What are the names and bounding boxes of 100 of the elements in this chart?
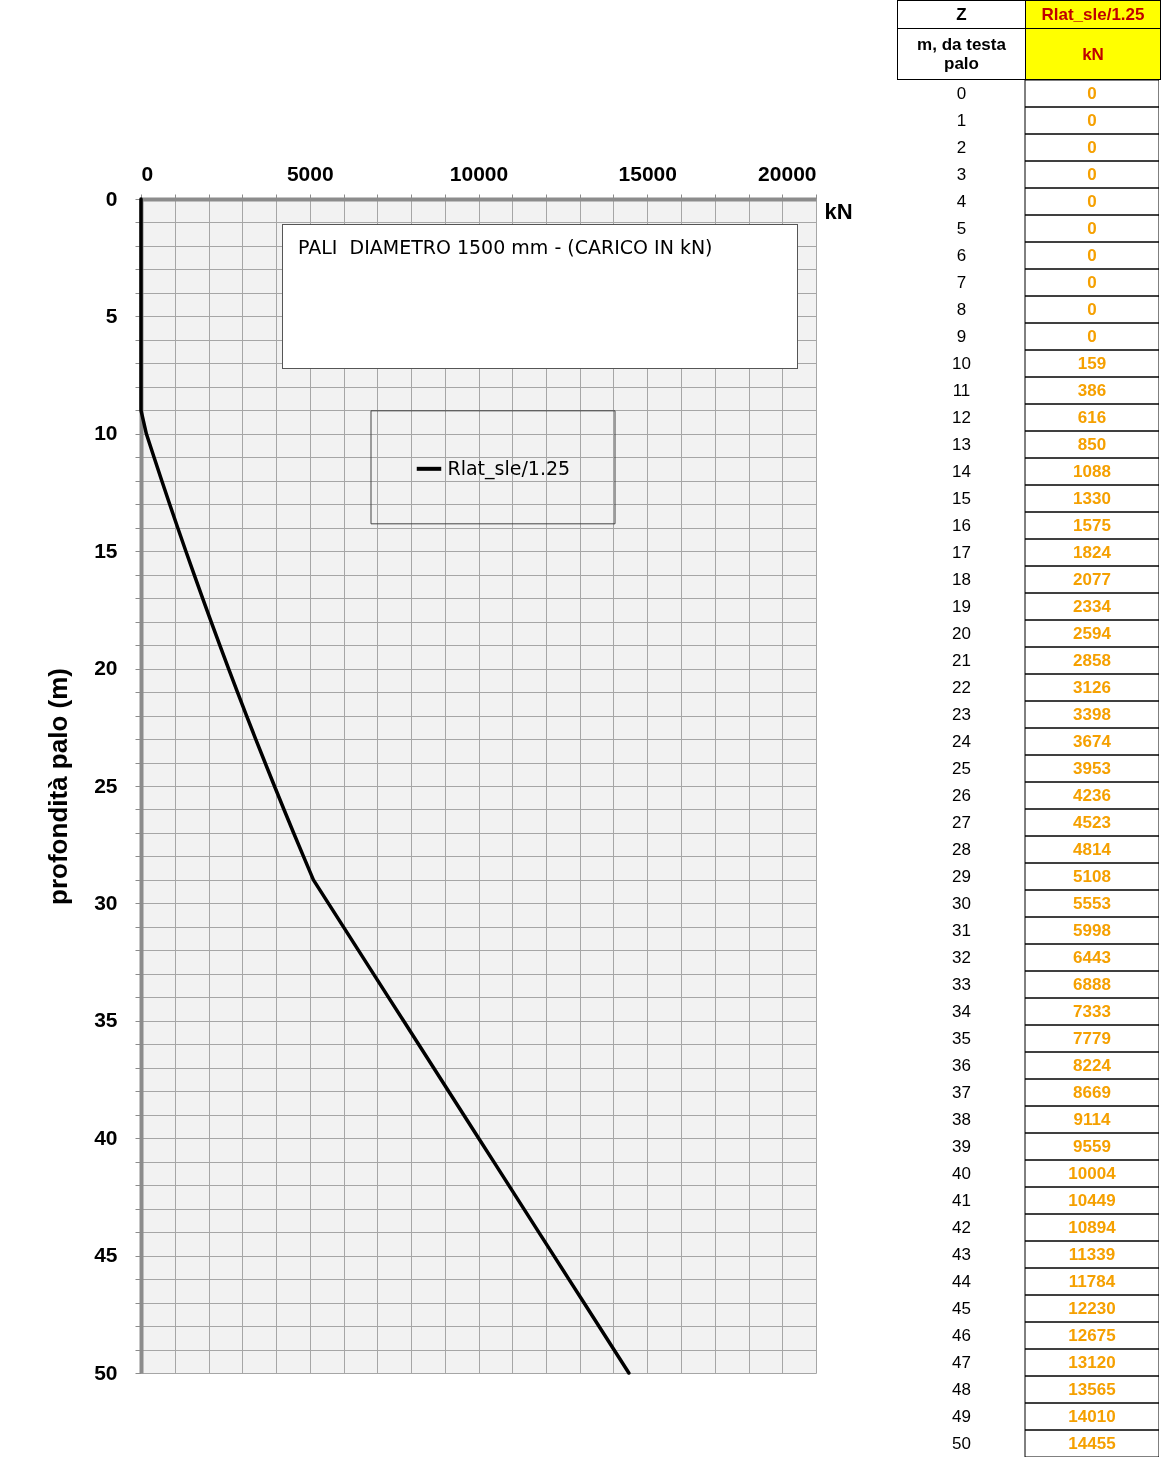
x-tick-label: 5000 bbox=[286, 161, 334, 185]
y-tick-label: 5 bbox=[956, 218, 967, 238]
y-tick-label: 11 bbox=[952, 380, 971, 400]
data-label: 4236 bbox=[1073, 785, 1111, 805]
y-tick-label: 10 bbox=[94, 421, 118, 445]
x-axis-title: kN bbox=[1082, 44, 1104, 64]
y-tick-label: 32 bbox=[952, 947, 971, 967]
data-label: 13565 bbox=[1068, 1379, 1116, 1399]
y-tick-label: 31 bbox=[952, 920, 971, 940]
y-tick-label: 13 bbox=[952, 434, 971, 454]
y-tick-label: 26 bbox=[952, 785, 971, 805]
data-label: 4814 bbox=[1073, 839, 1112, 859]
y-tick-label: 35 bbox=[952, 1028, 971, 1048]
x-tick-label: 0 bbox=[141, 161, 154, 185]
data-label: 0 bbox=[1087, 299, 1097, 319]
y-tick-label: 45 bbox=[952, 1298, 971, 1318]
data-label: 616 bbox=[1077, 407, 1107, 427]
data-label: 2594 bbox=[1073, 623, 1112, 643]
y-tick-label: 44 bbox=[952, 1271, 971, 1291]
y-tick-label: 45 bbox=[94, 1243, 118, 1267]
data-label: 6443 bbox=[1073, 947, 1111, 967]
y-tick-label: 29 bbox=[952, 866, 971, 886]
data-label: 0 bbox=[1087, 245, 1097, 265]
data-label: 1575 bbox=[1073, 515, 1111, 535]
data-label: 3953 bbox=[1073, 758, 1111, 778]
data-label: 8669 bbox=[1073, 1082, 1111, 1102]
y-tick-label: 12 bbox=[952, 407, 971, 427]
y-tick-label: 24 bbox=[952, 731, 971, 751]
y-tick-label: 38 bbox=[952, 1109, 971, 1129]
data-label: 5108 bbox=[1073, 866, 1111, 886]
data-label: 1824 bbox=[1073, 542, 1112, 562]
y-tick-label: 33 bbox=[952, 974, 971, 994]
y-tick-label: 28 bbox=[952, 839, 971, 859]
x-tick-label: 15000 bbox=[618, 161, 677, 185]
y-tick-label: 0 bbox=[105, 186, 118, 210]
y-tick-label: 37 bbox=[952, 1082, 971, 1102]
y-tick-label: 40 bbox=[952, 1163, 971, 1183]
y-tick-label: 47 bbox=[952, 1352, 971, 1372]
y-tick-label: 1 bbox=[956, 110, 967, 130]
x-axis-title: kN bbox=[824, 198, 853, 224]
y-tick-label: 14 bbox=[952, 461, 971, 481]
data-label: 2077 bbox=[1073, 569, 1111, 589]
data-label: 14455 bbox=[1068, 1433, 1116, 1453]
data-label: 2858 bbox=[1073, 650, 1111, 670]
y-tick-label: 22 bbox=[952, 677, 971, 697]
data-label: 1330 bbox=[1073, 488, 1111, 508]
y-axis-title: profondità palo (m) bbox=[43, 668, 74, 905]
y-tick-label: 2 bbox=[956, 137, 967, 157]
y-tick-label: 50 bbox=[94, 1360, 118, 1384]
data-label: 12230 bbox=[1068, 1298, 1116, 1318]
data-label: 10004 bbox=[1068, 1163, 1117, 1183]
data-label: 6888 bbox=[1073, 974, 1111, 994]
data-label: 1088 bbox=[1073, 461, 1111, 481]
y-tick-label: 16 bbox=[952, 515, 971, 535]
y-tick-label: 30 bbox=[952, 893, 971, 913]
y-tick-label: 34 bbox=[952, 1001, 971, 1021]
x-tick-label: 20000 bbox=[758, 161, 817, 185]
data-label: 159 bbox=[1077, 353, 1107, 373]
data-label: 3674 bbox=[1073, 731, 1112, 751]
data-label: 4523 bbox=[1073, 812, 1111, 832]
y-tick-label: 3 bbox=[956, 164, 967, 184]
y-tick-label: 40 bbox=[94, 1125, 118, 1149]
data-label: 13120 bbox=[1068, 1352, 1116, 1372]
data-label: 0 bbox=[1087, 83, 1097, 103]
data-label: 10449 bbox=[1068, 1190, 1116, 1210]
data-label: 386 bbox=[1077, 380, 1107, 400]
y-tick-label: 17 bbox=[952, 542, 971, 562]
y-tick-label: 27 bbox=[952, 812, 971, 832]
data-label: 14010 bbox=[1068, 1406, 1116, 1426]
legend-label: Rlat_sle/1.25 bbox=[447, 456, 571, 480]
y-tick-label: 36 bbox=[952, 1055, 971, 1075]
y-tick-label: 30 bbox=[94, 890, 118, 914]
data-label: 850 bbox=[1077, 434, 1107, 454]
y-tick-label: 25 bbox=[94, 773, 118, 797]
y-tick-label: 9 bbox=[956, 326, 967, 346]
data-label: 3398 bbox=[1073, 704, 1111, 724]
data-label: 0 bbox=[1087, 326, 1097, 346]
y-tick-label: 50 bbox=[952, 1433, 971, 1453]
y-tick-label: 20 bbox=[94, 656, 118, 680]
data-label: 0 bbox=[1087, 110, 1097, 130]
y-tick-label: 49 bbox=[952, 1406, 971, 1426]
y-tick-label: 6 bbox=[956, 245, 967, 265]
y-tick-label: 41 bbox=[952, 1190, 971, 1210]
y-tick-label: 10 bbox=[952, 353, 971, 373]
y-tick-label: 46 bbox=[952, 1325, 971, 1345]
data-label: 9114 bbox=[1073, 1109, 1111, 1129]
y-tick-label: 15 bbox=[94, 538, 118, 562]
data-label: 10894 bbox=[1068, 1217, 1117, 1237]
data-label: 0 bbox=[1087, 218, 1097, 238]
data-label: 7779 bbox=[1073, 1028, 1111, 1048]
text: Z bbox=[897, 0, 1026, 29]
data-label: 0 bbox=[1087, 272, 1097, 292]
y-tick-label: 0 bbox=[956, 83, 967, 103]
data-label: 7333 bbox=[1073, 1001, 1111, 1021]
y-tick-label: 48 bbox=[952, 1379, 971, 1399]
x-tick-label: 10000 bbox=[449, 161, 509, 185]
y-tick-label: 18 bbox=[952, 569, 971, 589]
y-tick-label: 23 bbox=[952, 704, 971, 724]
data-label: 8224 bbox=[1073, 1055, 1112, 1075]
y-tick-label: 35 bbox=[94, 1008, 118, 1032]
